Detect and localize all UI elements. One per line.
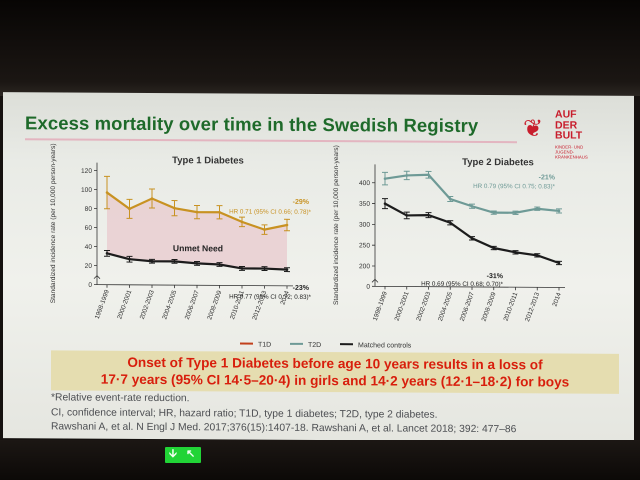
data-point: [263, 267, 266, 270]
data-point: [128, 257, 131, 261]
footnote-event-rate: *Relative event-rate reduction.: [51, 392, 190, 405]
data-point: [240, 220, 244, 224]
data-point: [195, 262, 199, 265]
unmet-need-area: [107, 192, 287, 270]
legend-controls-label: Matched controls: [358, 342, 412, 349]
data-point: [427, 173, 430, 177]
y-tick-label: 0: [366, 284, 370, 291]
key-finding-line-1: Onset of Type 1 Diabetes before age 10 y…: [127, 354, 543, 373]
y-tick-label: 350: [359, 201, 370, 208]
room-floor: [0, 440, 640, 480]
data-point: [492, 211, 496, 214]
chart-annotation: HR 0.69 (95% CI 0.68; 0.70)*: [421, 281, 503, 289]
key-finding-banner: Onset of Type 1 Diabetes before age 10 y…: [51, 350, 619, 394]
presentation-slide: Excess mortality over time in the Swedis…: [3, 92, 634, 442]
type1-diabetes-chart: Type 1 Diabetes Standardized incidence ra…: [50, 143, 312, 321]
data-point: [535, 254, 539, 257]
chart-annotation: -23%: [293, 285, 310, 292]
chart-annotation: HR 0.79 (95% CI 0.75; 0.83)*: [473, 183, 555, 191]
chart-title: Type 1 Diabetes: [172, 155, 244, 166]
data-point: [383, 202, 387, 205]
data-point: [240, 267, 244, 270]
data-point: [195, 210, 199, 214]
data-point: [470, 204, 474, 208]
exit-running-figure-icon: ↖: [186, 448, 196, 460]
data-point: [514, 251, 517, 254]
exit-sign: 🡫 ↖: [165, 447, 201, 463]
y-tick-label: 300: [359, 222, 370, 229]
y-tick-label: 120: [81, 168, 92, 175]
data-point: [514, 211, 517, 215]
axis-break-mark: [93, 275, 101, 279]
data-point: [150, 197, 154, 200]
y-tick-label: 60: [85, 225, 93, 232]
chart-annotation: HR 0.71 (95% CI 0.66; 0.78)*: [229, 208, 311, 216]
data-point: [285, 268, 289, 271]
chart-annotation: -29%: [293, 199, 310, 206]
key-finding-line-2: 17·7 years (95% CI 14·5–20·4) in girls a…: [100, 371, 570, 390]
data-point: [150, 259, 154, 263]
data-point: [383, 177, 387, 180]
data-point: [448, 197, 452, 201]
room-wall-top: [0, 0, 640, 96]
data-point: [535, 207, 539, 211]
y-tick-label: 200: [359, 263, 370, 270]
data-point: [218, 263, 221, 266]
y-axis-label: Standardized incidence rate (per 10,000 …: [50, 143, 57, 303]
y-tick-label: 40: [85, 244, 93, 251]
type2-diabetes-chart: Type 2 Diabetes Standardized incidence ra…: [333, 145, 565, 323]
footnote-abbreviations: CI, confidence interval; HR, hazard rati…: [51, 407, 438, 421]
data-point: [405, 214, 409, 217]
x-tick-label: 2014: [551, 291, 563, 307]
data-point: [427, 213, 430, 217]
data-point: [173, 260, 176, 263]
data-point: [557, 209, 561, 213]
data-point: [448, 221, 452, 225]
y-tick-label: 400: [359, 180, 370, 187]
legend-t1d-label: T1D: [258, 342, 271, 349]
x-tick-label: 2014: [279, 290, 291, 306]
y-tick-label: 0: [88, 282, 92, 289]
chart-annotation: HR 0.77 (95% CI 0.72; 0.83)*: [229, 293, 311, 301]
y-axis-label: Standardized incidence rate (per 10,000 …: [333, 145, 340, 305]
data-point: [128, 207, 131, 211]
legend-t2d-label: T2D: [308, 342, 321, 349]
data-point: [105, 252, 109, 255]
data-point: [492, 246, 496, 250]
x-axis-line: [375, 285, 565, 288]
data-point: [105, 191, 109, 194]
chart-annotation: -31%: [487, 273, 504, 280]
data-point: [285, 223, 289, 227]
data-point: [263, 228, 266, 231]
y-tick-label: 250: [359, 242, 370, 249]
legend: T1D T2D Matched controls: [3, 92, 634, 350]
data-point: [218, 210, 221, 214]
data-point: [470, 237, 474, 240]
unmet-need-label: Unmet Need: [173, 243, 223, 253]
exit-down-arrow-icon: 🡫: [169, 448, 177, 460]
data-point: [173, 206, 176, 210]
chart-annotation: -21%: [539, 174, 556, 181]
y-tick-label: 80: [85, 206, 93, 213]
data-point: [557, 261, 561, 265]
y-tick-label: 20: [85, 263, 93, 270]
chart-title: Type 2 Diabetes: [462, 157, 534, 168]
y-tick-label: 100: [81, 187, 92, 194]
axis-break-mark: [371, 278, 379, 283]
data-point: [405, 174, 409, 177]
